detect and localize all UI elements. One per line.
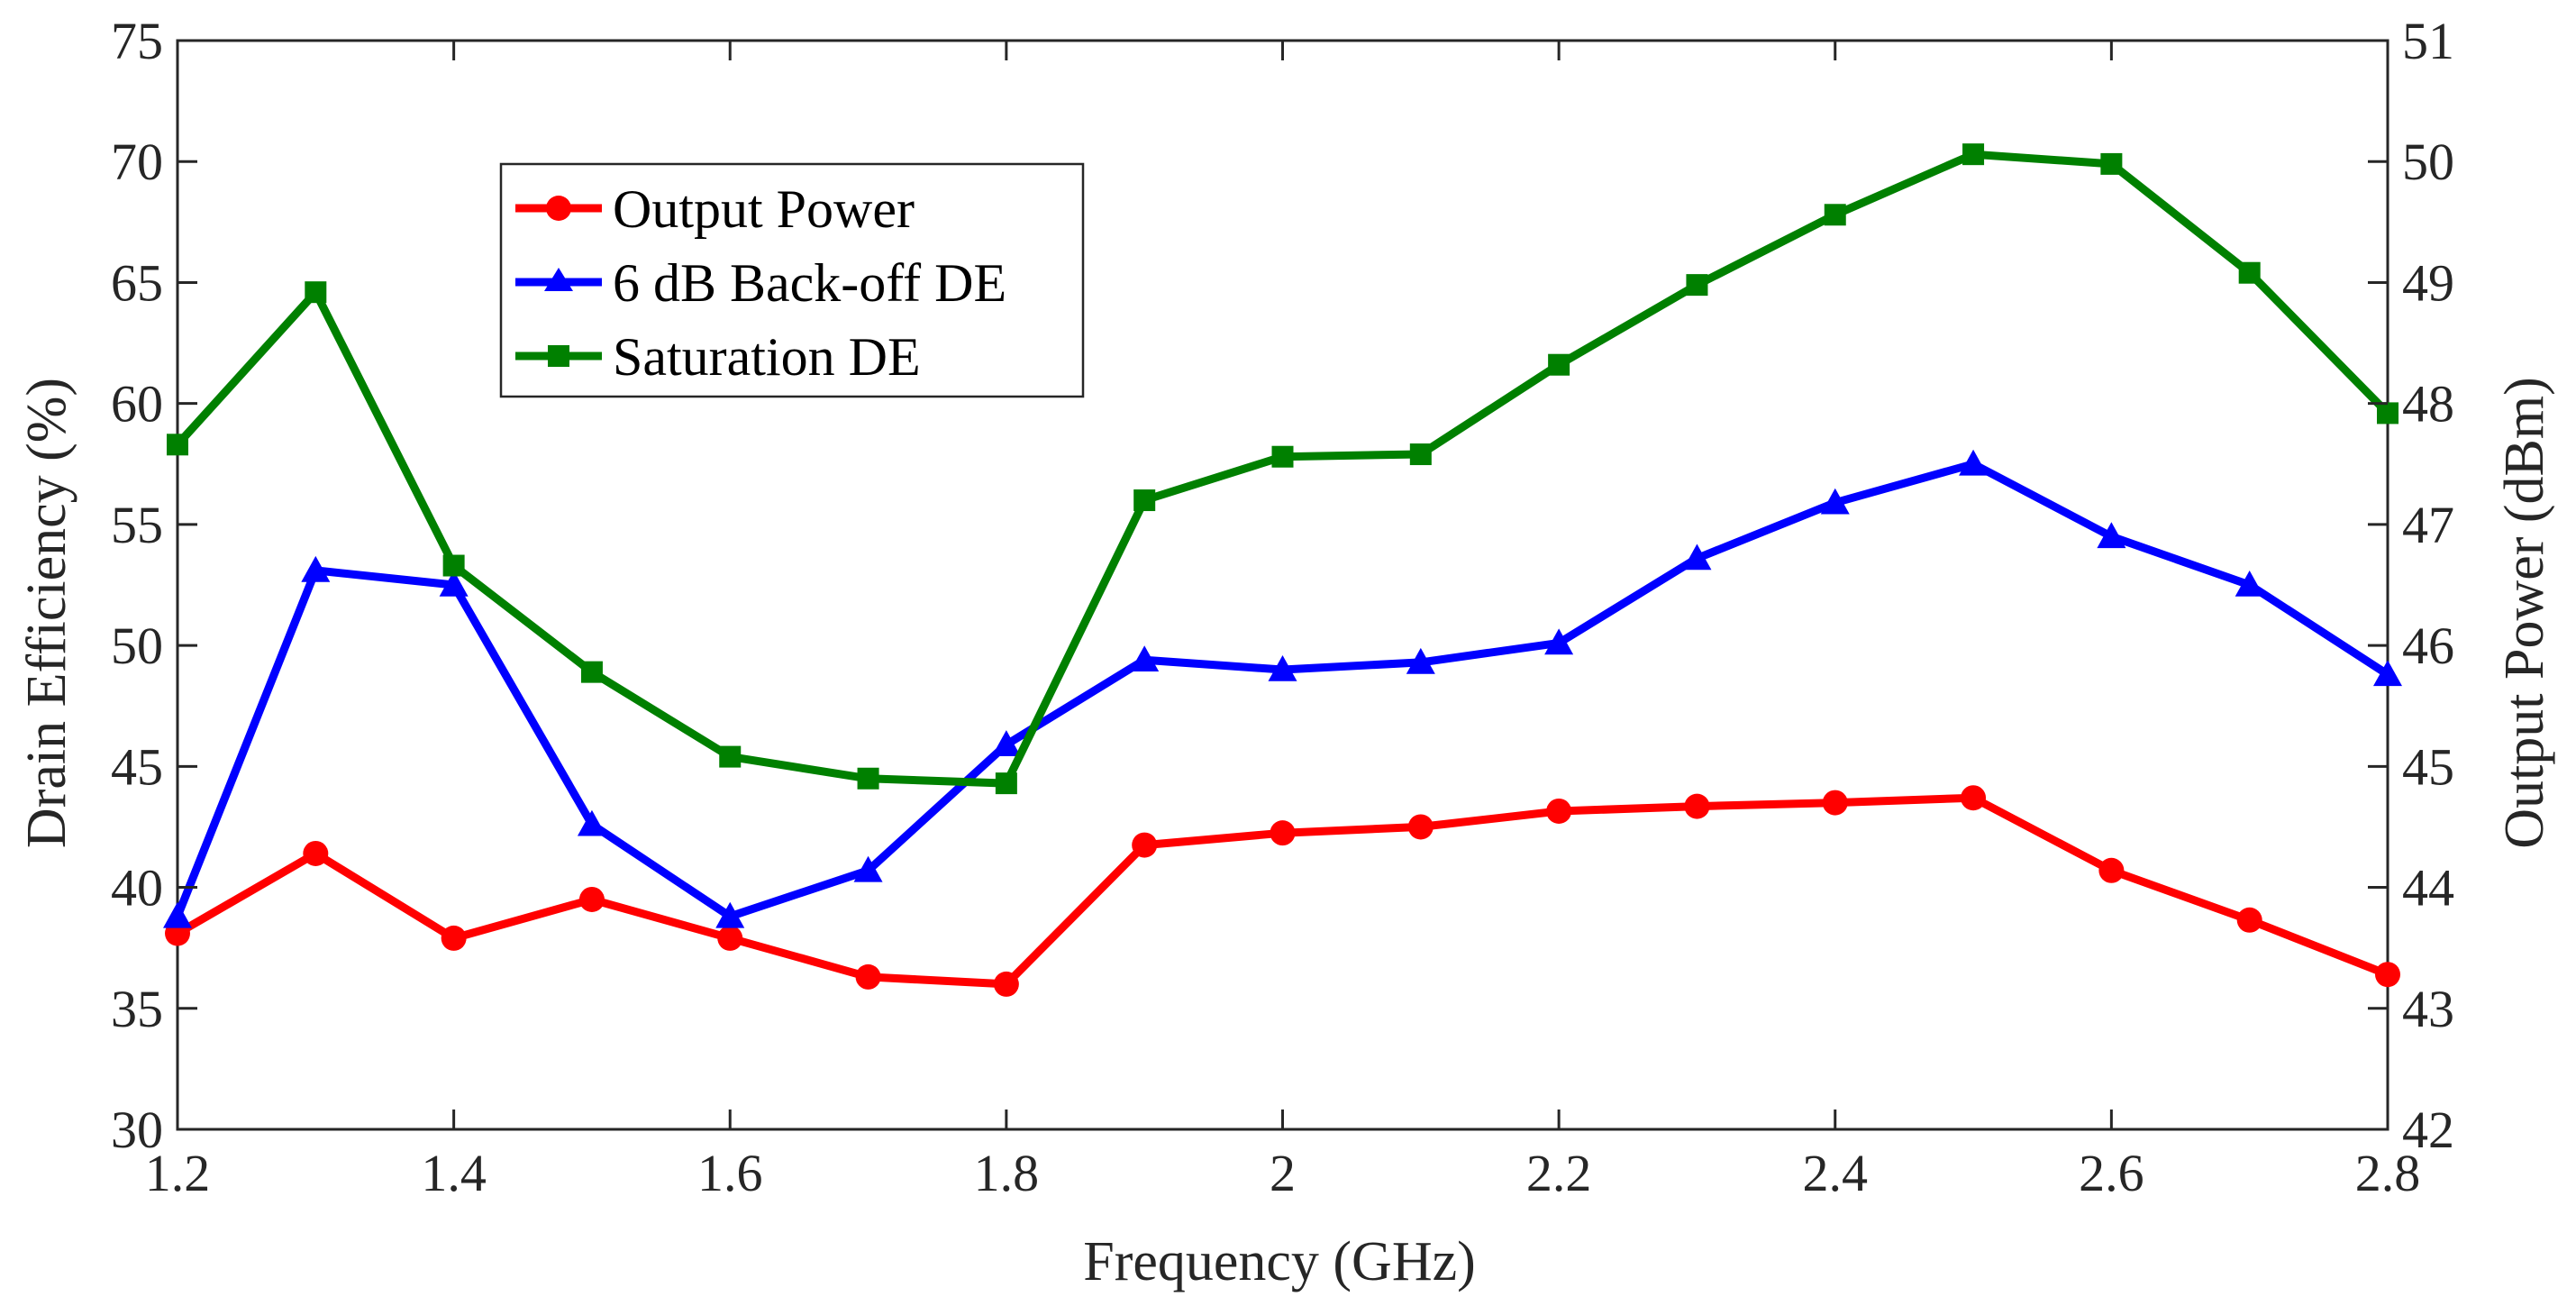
x-tick-label: 2.8	[2355, 1144, 2421, 1202]
x-axis-label: Frequency (GHz)	[1083, 1231, 1476, 1292]
data-point-saturation-de	[857, 767, 879, 790]
y-left-tick-label: 40	[111, 859, 163, 918]
data-point-saturation-de	[2100, 152, 2123, 175]
data-point-saturation-de	[2238, 261, 2261, 284]
x-tick-label: 1.2	[145, 1144, 211, 1202]
legend-marker-saturation-de	[548, 345, 569, 367]
data-point-6-db-back-off-de	[2373, 660, 2402, 687]
legend-marker-output-power	[546, 196, 571, 221]
data-point-6-db-back-off-de	[1268, 654, 1297, 681]
data-point-saturation-de	[167, 434, 188, 456]
data-point-output-power	[1407, 814, 1434, 840]
data-point-6-db-back-off-de	[2235, 571, 2264, 597]
data-point-6-db-back-off-de	[2097, 522, 2126, 549]
y-right-tick-label: 49	[2402, 253, 2454, 312]
data-point-6-db-back-off-de	[991, 730, 1021, 756]
legend-label-saturation-de: Saturation DE	[613, 327, 921, 387]
x-tick-label: 2.2	[1526, 1144, 1592, 1202]
y-left-tick-label: 65	[111, 253, 163, 312]
data-point-output-power	[1132, 832, 1158, 858]
y-axis-left-label: Drain Efficiency (%)	[16, 378, 77, 848]
legend-label-backoff-de: 6 dB Back-off DE	[613, 253, 1006, 313]
series-output-power	[165, 785, 2400, 997]
data-point-saturation-de	[1133, 489, 1156, 512]
y-right-tick-label: 51	[2402, 12, 2454, 70]
y-left-tick-label: 35	[111, 980, 163, 1038]
data-point-6-db-back-off-de	[1406, 647, 1435, 674]
data-point-output-power	[2375, 962, 2400, 988]
x-tick-label: 2.6	[2079, 1144, 2144, 1202]
y-right-tick-label: 42	[2402, 1100, 2454, 1159]
legend: Output Power 6 dB Back-off DE Saturation…	[499, 162, 1085, 398]
data-point-6-db-back-off-de	[1959, 449, 1989, 476]
y-left-tick-label: 45	[111, 737, 163, 796]
legend-marker-backoff-de	[544, 268, 573, 291]
tick-layer: 1.2 1.4 1.6 1.8 2 2.2 2.4 2.6 2.8 30 35 40 45 50 55 60 6…	[111, 12, 2454, 1202]
data-point-6-db-back-off-de	[301, 555, 331, 582]
y-right-tick-label: 43	[2402, 980, 2454, 1038]
x-tick-label: 1.8	[974, 1144, 1040, 1202]
data-point-saturation-de	[1962, 143, 1985, 166]
y-left-tick-label: 30	[111, 1100, 163, 1159]
series-layer	[163, 143, 2402, 997]
y-right-tick-label: 46	[2402, 616, 2454, 675]
series-6-db-back-off-de	[163, 449, 2402, 928]
data-point-6-db-back-off-de	[1682, 543, 1712, 571]
legend-entry-backoff-de: 6 dB Back-off DE	[515, 253, 1006, 313]
data-point-output-power	[717, 925, 743, 951]
data-point-output-power	[1961, 785, 1987, 811]
y-right-tick-label: 45	[2402, 737, 2454, 796]
y-right-tick-label: 44	[2402, 859, 2454, 918]
data-point-saturation-de	[1548, 353, 1570, 376]
y-left-tick-label: 60	[111, 375, 163, 434]
data-point-6-db-back-off-de	[163, 901, 192, 928]
data-point-output-power	[993, 971, 1019, 997]
data-point-saturation-de	[442, 554, 465, 577]
data-point-output-power	[2098, 857, 2125, 883]
legend-label-output-power: Output Power	[613, 179, 915, 239]
data-point-output-power	[855, 963, 881, 990]
data-point-output-power	[1546, 798, 1572, 824]
y-right-tick-label: 47	[2402, 496, 2454, 554]
data-point-output-power	[1822, 790, 1848, 816]
y-right-tick-label: 50	[2402, 132, 2454, 191]
data-point-6-db-back-off-de	[853, 855, 883, 882]
data-point-saturation-de	[995, 772, 1017, 795]
legend-entry-output-power: Output Power	[515, 179, 915, 239]
legend-entry-saturation-de: Saturation DE	[515, 327, 921, 387]
data-point-6-db-back-off-de	[1820, 488, 1850, 515]
data-point-saturation-de	[1409, 443, 1432, 466]
data-point-saturation-de	[719, 745, 742, 768]
data-point-saturation-de	[1271, 445, 1294, 468]
data-point-saturation-de	[305, 281, 327, 304]
x-tick-label: 1.4	[421, 1144, 487, 1202]
data-point-saturation-de	[1824, 204, 1846, 226]
data-point-6-db-back-off-de	[1130, 645, 1160, 672]
y-left-tick-label: 75	[111, 12, 163, 70]
data-point-output-power	[441, 925, 467, 951]
x-tick-label: 2.4	[1803, 1144, 1869, 1202]
data-point-6-db-back-off-de	[715, 901, 745, 928]
x-tick-label: 1.6	[697, 1144, 763, 1202]
data-point-output-power	[578, 886, 605, 912]
data-point-6-db-back-off-de	[577, 809, 606, 836]
data-point-saturation-de	[1686, 274, 1708, 297]
x-tick-label: 2	[1270, 1144, 1296, 1202]
data-point-output-power	[1270, 820, 1296, 846]
y-left-tick-label: 50	[111, 616, 163, 675]
data-point-output-power	[303, 840, 329, 866]
data-point-output-power	[1684, 793, 1710, 819]
y-right-tick-label: 48	[2402, 375, 2454, 434]
data-point-output-power	[2236, 907, 2262, 933]
y-left-tick-label: 70	[111, 132, 163, 191]
series-saturation-de	[167, 143, 2399, 795]
data-point-saturation-de	[2377, 402, 2399, 425]
data-point-6-db-back-off-de	[439, 571, 469, 597]
y-axis-right-label: Output Power (dBm)	[2494, 377, 2555, 849]
data-point-saturation-de	[580, 661, 603, 683]
data-point-6-db-back-off-de	[1544, 628, 1574, 655]
y-left-tick-label: 55	[111, 496, 163, 554]
